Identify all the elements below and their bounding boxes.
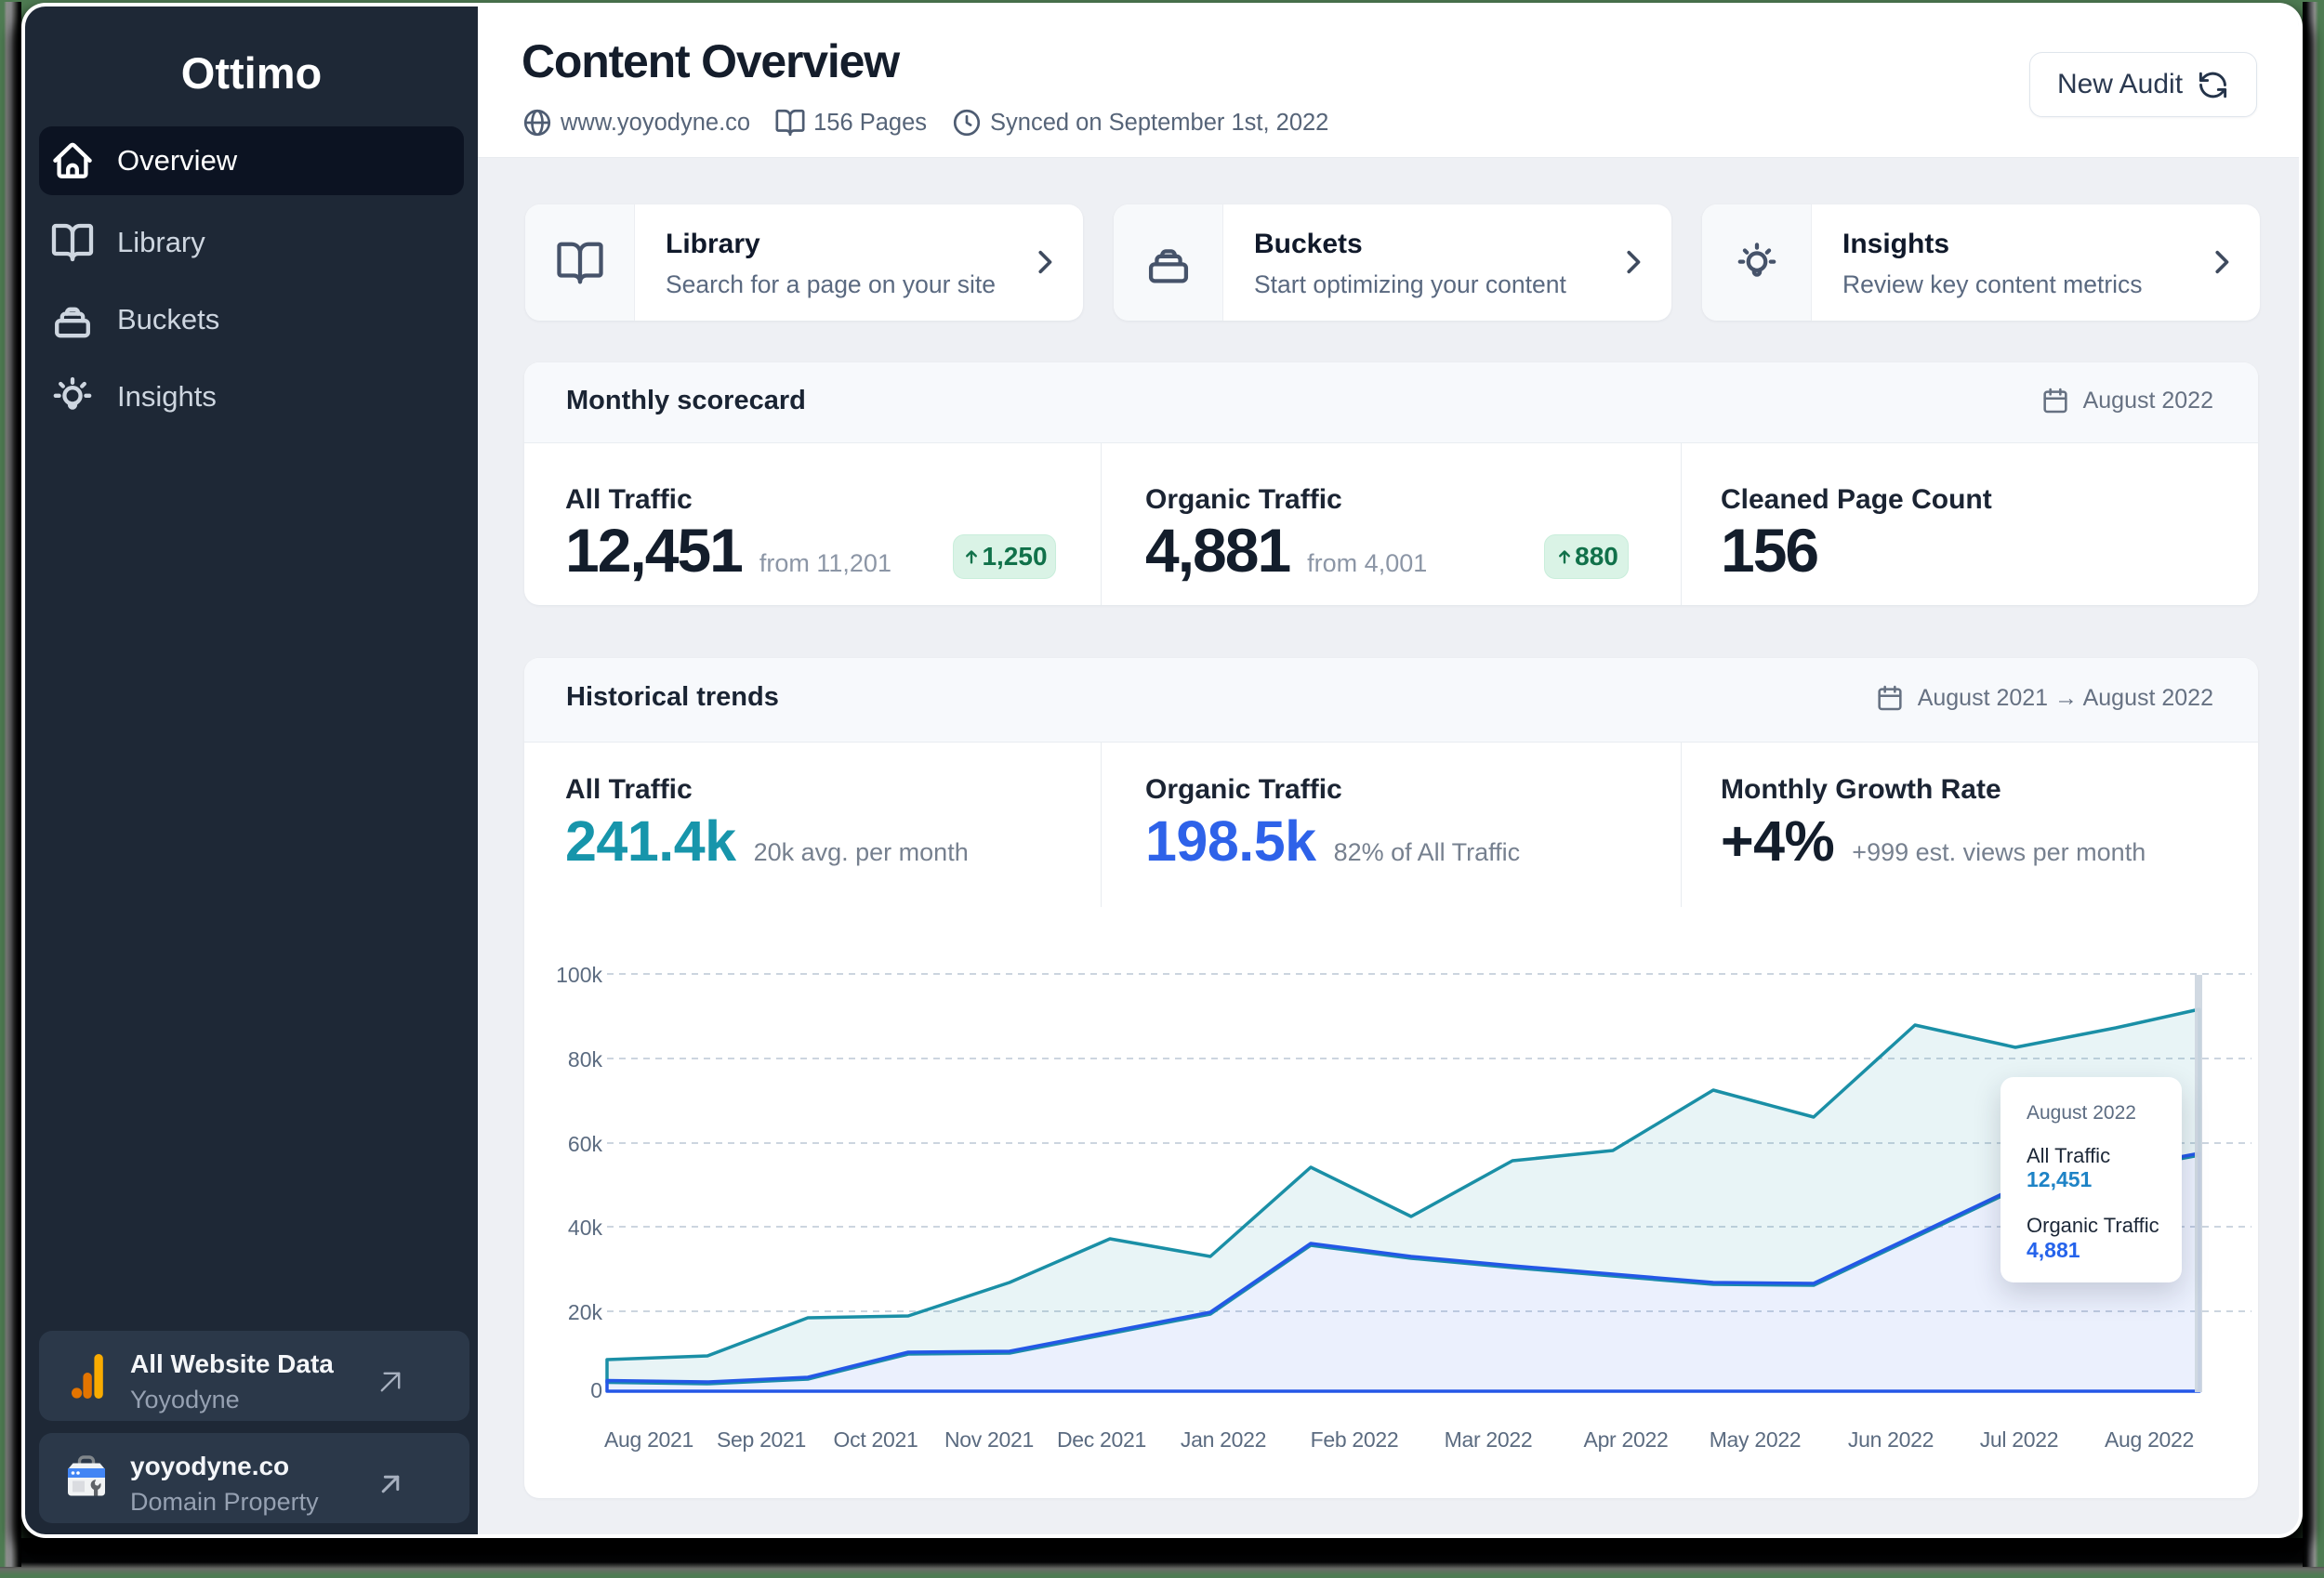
svg-text:20k: 20k <box>568 1300 603 1324</box>
svg-text:40k: 40k <box>568 1216 603 1240</box>
svg-text:100k: 100k <box>556 963 602 987</box>
svg-text:60k: 60k <box>568 1132 603 1156</box>
svg-text:80k: 80k <box>568 1047 603 1072</box>
svg-text:0: 0 <box>590 1378 602 1402</box>
